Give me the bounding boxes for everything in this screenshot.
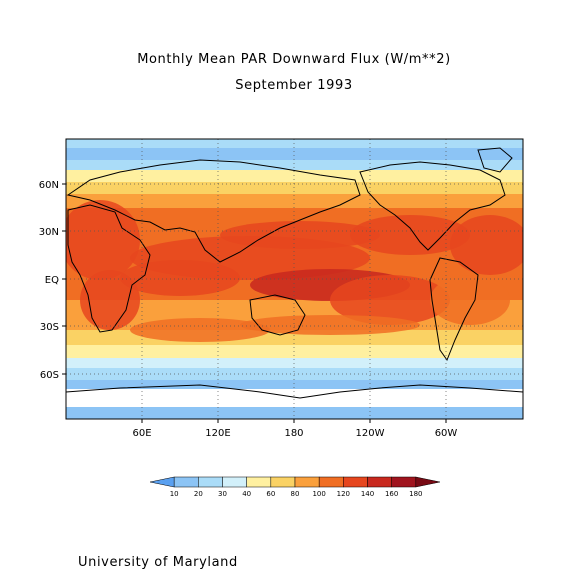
coastline (429, 257, 479, 362)
flux-band (66, 345, 523, 358)
colorbar-segment (173, 476, 199, 488)
colorbar-label: 20 (194, 490, 203, 498)
colorbar-label: 80 (291, 490, 300, 498)
colorbar-segment (198, 476, 223, 488)
lon-tick-label: 120E (205, 428, 230, 439)
lat-tick-label: EQ (45, 275, 59, 286)
flux-high-region (66, 200, 140, 280)
flux-band (66, 182, 523, 194)
colorbar-label: 140 (361, 490, 374, 498)
lat-tick-label: 30N (39, 227, 59, 238)
colorbar-segment (270, 476, 296, 488)
colorbar-segment (294, 476, 320, 488)
colorbar-label: 60 (266, 490, 275, 498)
colorbar-segment (222, 476, 247, 488)
flux-band (66, 170, 523, 182)
flux-high-region (450, 215, 523, 275)
coastline (66, 159, 361, 263)
coastline (359, 161, 506, 251)
colorbar-segment (415, 476, 441, 488)
antarctic-region (66, 389, 523, 407)
flux-band (66, 148, 523, 160)
coastline (66, 384, 523, 399)
flux-map: 60N 30N EQ 30S 60S 60E 120E 180 120W 60W 10 20 30 40… (39, 138, 524, 498)
colorbar-label: 100 (312, 490, 325, 498)
flux-band (66, 160, 523, 170)
colorbar-label: 160 (385, 490, 398, 498)
colorbar-segment (367, 476, 392, 488)
flux-high-region (220, 221, 380, 249)
flux-high-region (130, 318, 270, 342)
flux-high-region (120, 260, 240, 296)
flux-band (66, 194, 523, 208)
colorbar-label: 180 (409, 490, 422, 498)
colorbar-segment (343, 476, 368, 488)
flux-band (66, 139, 523, 148)
flux-high-region (330, 275, 450, 325)
lat-tick-label: 30S (40, 322, 59, 333)
colorbar-segment (246, 476, 272, 488)
lon-tick-label: 60E (132, 428, 151, 439)
flux-band (66, 358, 523, 368)
flux-high-region (350, 215, 470, 255)
lat-tick-label: 60N (39, 180, 59, 191)
lon-tick-label: 120W (356, 428, 385, 439)
flux-high-regions (66, 200, 523, 342)
colorbar-segment (391, 476, 417, 488)
lon-tick-label: 60W (435, 428, 458, 439)
colorbar-label: 10 (170, 490, 179, 498)
axis-ticks: 60N 30N EQ 30S 60S 60E 120E 180 120W 60W (39, 180, 458, 439)
lon-tick-label: 180 (284, 428, 303, 439)
colorbar-label: 120 (337, 490, 350, 498)
flux-band (66, 407, 523, 419)
colorbar-label: 30 (218, 490, 227, 498)
flux-high-region (80, 270, 140, 330)
colorbar-segment (318, 476, 344, 488)
coastline (249, 294, 306, 336)
coastline (67, 204, 151, 333)
map-subtitle: September 1993 (235, 78, 353, 93)
map-title: Monthly Mean PAR Downward Flux (W/m**2) (137, 52, 451, 67)
colorbar: 10 20 30 40 60 80 100 120 140 160 180 (149, 476, 441, 498)
graticule (66, 139, 523, 419)
flux-high-region (240, 315, 420, 335)
colorbar-label: 40 (242, 490, 251, 498)
colorbar-segment (149, 476, 175, 488)
footer-credit: University of Maryland (78, 555, 238, 570)
lat-tick-label: 60S (40, 370, 59, 381)
coastline (477, 147, 513, 173)
flux-high-region (430, 275, 510, 325)
coastlines (66, 147, 523, 399)
